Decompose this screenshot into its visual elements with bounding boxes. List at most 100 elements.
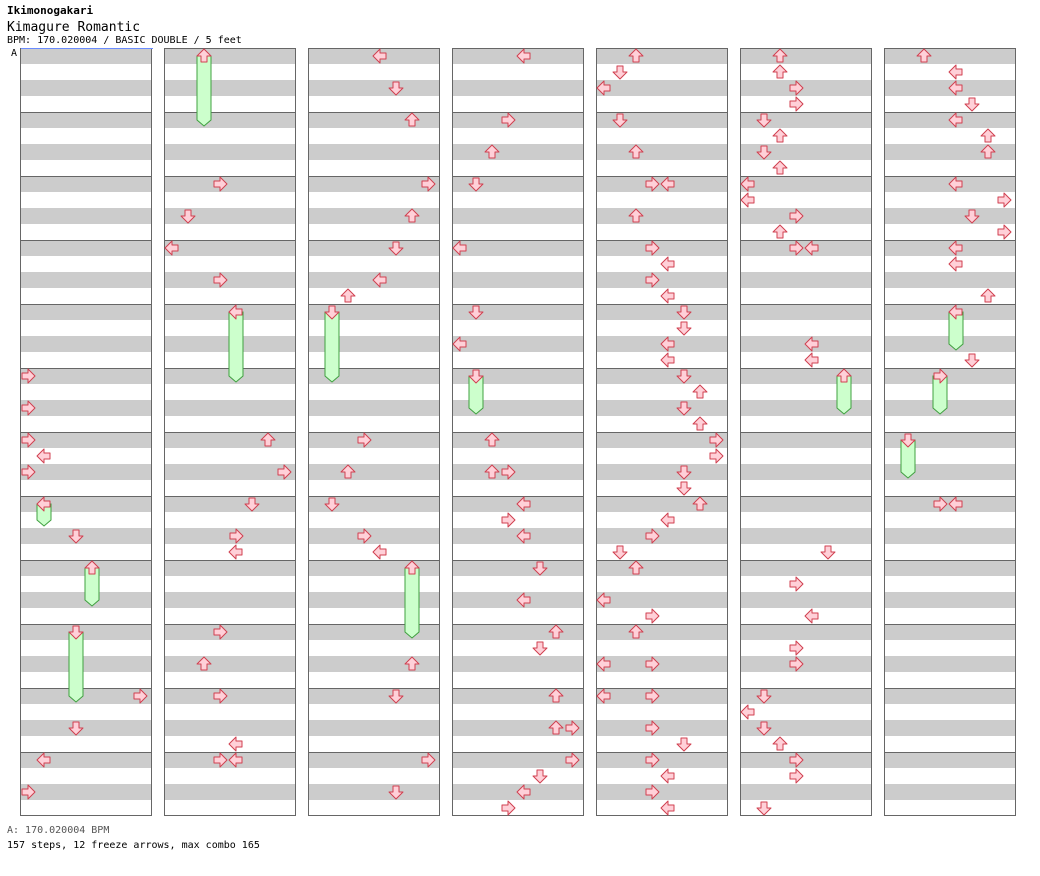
left-arrow-icon	[660, 352, 675, 368]
left-arrow-icon	[372, 272, 387, 288]
stripe-row	[452, 272, 584, 288]
down-arrow-icon	[612, 65, 628, 80]
up-arrow-icon	[692, 384, 708, 399]
bpm-legend: A: 170.020004 BPM	[7, 825, 110, 836]
chart-info: BPM: 170.020004 / BASIC DOUBLE / 5 feet	[7, 35, 242, 46]
stripe-row	[164, 144, 296, 160]
left-arrow-icon	[36, 448, 51, 464]
stripe-row	[20, 784, 152, 800]
left-arrow-icon	[596, 80, 611, 96]
stripe-row	[164, 624, 296, 640]
chart-column	[164, 48, 296, 816]
down-arrow-icon	[612, 113, 628, 128]
stripe-row	[164, 272, 296, 288]
stripe-row	[20, 752, 152, 768]
freeze-arrow	[196, 55, 212, 127]
stripe-row	[740, 208, 872, 224]
stripe-row	[884, 144, 1016, 160]
right-arrow-icon	[997, 224, 1012, 240]
stripe-row	[884, 560, 1016, 576]
column-border	[452, 48, 584, 816]
up-arrow-icon	[404, 656, 420, 671]
down-arrow-icon	[68, 625, 84, 640]
stripe-row	[308, 688, 440, 704]
stripe-row	[308, 784, 440, 800]
stripe-row	[20, 464, 152, 480]
stripe-row	[740, 528, 872, 544]
chart-column	[308, 48, 440, 816]
stripe-row	[164, 720, 296, 736]
left-arrow-icon	[228, 544, 243, 560]
down-arrow-icon	[676, 401, 692, 416]
stripe-row	[740, 144, 872, 160]
left-arrow-icon	[516, 528, 531, 544]
stripe-row	[452, 656, 584, 672]
left-arrow-icon	[452, 240, 467, 256]
up-arrow-icon	[404, 112, 420, 127]
up-arrow-icon	[484, 464, 500, 479]
bpm-marker-label: A	[11, 48, 18, 59]
song-title: Kimagure Romantic	[7, 20, 141, 35]
stripe-row	[884, 656, 1016, 672]
stripe-row	[596, 592, 728, 608]
chart-stats: 157 steps, 12 freeze arrows, max combo 1…	[7, 840, 260, 851]
down-arrow-icon	[676, 369, 692, 384]
up-arrow-icon	[404, 208, 420, 223]
up-arrow-icon	[260, 432, 276, 447]
stripe-row	[20, 336, 152, 352]
left-arrow-icon	[516, 496, 531, 512]
left-arrow-icon	[36, 752, 51, 768]
stripe-row	[884, 432, 1016, 448]
stripe-row	[20, 208, 152, 224]
stripe-row	[452, 112, 584, 128]
right-arrow-icon	[645, 784, 660, 800]
stripe-row	[740, 432, 872, 448]
stripe-row	[308, 624, 440, 640]
up-arrow-icon	[772, 160, 788, 175]
left-arrow-icon	[660, 288, 675, 304]
up-arrow-icon	[628, 624, 644, 639]
left-arrow-icon	[740, 176, 755, 192]
stripe-row	[308, 304, 440, 320]
right-arrow-icon	[789, 240, 804, 256]
right-arrow-icon	[789, 752, 804, 768]
right-arrow-icon	[645, 656, 660, 672]
stripe-row	[164, 432, 296, 448]
down-arrow-icon	[468, 177, 484, 192]
stripe-row	[308, 720, 440, 736]
stripe-row	[452, 304, 584, 320]
stripe-row	[596, 624, 728, 640]
column-border	[884, 48, 1016, 816]
stripe-row	[884, 48, 1016, 64]
left-arrow-icon	[596, 688, 611, 704]
up-arrow-icon	[340, 288, 356, 303]
down-arrow-icon	[964, 353, 980, 368]
column-border	[740, 48, 872, 816]
left-arrow-icon	[948, 176, 963, 192]
stripe-row	[308, 496, 440, 512]
right-arrow-icon	[501, 112, 516, 128]
stripe-row	[596, 656, 728, 672]
right-arrow-icon	[277, 464, 292, 480]
up-arrow-icon	[916, 48, 932, 63]
left-arrow-icon	[948, 64, 963, 80]
down-arrow-icon	[676, 737, 692, 752]
down-arrow-icon	[68, 721, 84, 736]
right-arrow-icon	[21, 368, 36, 384]
left-arrow-icon	[516, 784, 531, 800]
stripe-row	[164, 592, 296, 608]
right-arrow-icon	[229, 528, 244, 544]
stripe-row	[596, 368, 728, 384]
stripe-row	[596, 784, 728, 800]
left-arrow-icon	[596, 592, 611, 608]
right-arrow-icon	[501, 512, 516, 528]
up-arrow-icon	[404, 560, 420, 575]
down-arrow-icon	[676, 321, 692, 336]
up-arrow-icon	[628, 208, 644, 223]
up-arrow-icon	[772, 64, 788, 79]
right-arrow-icon	[213, 688, 228, 704]
left-arrow-icon	[804, 336, 819, 352]
stripe-row	[596, 304, 728, 320]
up-arrow-icon	[484, 144, 500, 159]
right-arrow-icon	[21, 784, 36, 800]
